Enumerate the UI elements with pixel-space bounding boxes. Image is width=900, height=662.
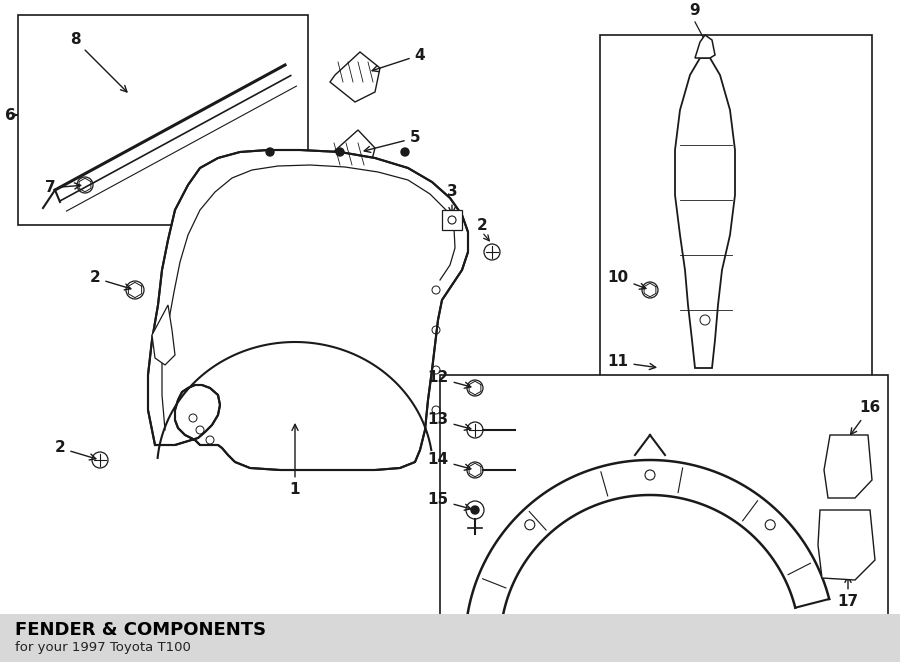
Circle shape bbox=[266, 148, 274, 156]
Polygon shape bbox=[148, 150, 468, 470]
Text: 9: 9 bbox=[689, 3, 700, 18]
Polygon shape bbox=[824, 435, 872, 498]
Polygon shape bbox=[818, 510, 875, 580]
Circle shape bbox=[471, 506, 479, 514]
Bar bbox=[440, 375, 888, 645]
Text: 14: 14 bbox=[428, 453, 471, 470]
Bar bbox=[600, 35, 872, 390]
Polygon shape bbox=[695, 35, 715, 58]
Text: 6: 6 bbox=[5, 107, 16, 122]
Text: 7: 7 bbox=[45, 181, 81, 195]
Bar bbox=[442, 210, 462, 230]
Text: 10: 10 bbox=[608, 271, 646, 289]
Text: 11: 11 bbox=[608, 354, 656, 369]
Polygon shape bbox=[330, 52, 380, 102]
Text: for your 1997 Toyota T100: for your 1997 Toyota T100 bbox=[15, 641, 191, 655]
Polygon shape bbox=[675, 58, 735, 368]
Text: 1: 1 bbox=[290, 424, 301, 498]
Text: 13: 13 bbox=[428, 412, 471, 430]
Text: 2: 2 bbox=[55, 440, 96, 460]
Circle shape bbox=[336, 148, 344, 156]
Text: 3: 3 bbox=[446, 185, 457, 214]
Text: 8: 8 bbox=[69, 32, 127, 92]
Text: 17: 17 bbox=[837, 577, 859, 610]
Text: 12: 12 bbox=[428, 371, 471, 388]
Text: 5: 5 bbox=[364, 130, 420, 152]
Text: 2: 2 bbox=[477, 218, 488, 232]
Text: 2: 2 bbox=[90, 271, 130, 290]
Circle shape bbox=[401, 148, 409, 156]
Polygon shape bbox=[152, 305, 175, 365]
Text: 4: 4 bbox=[372, 48, 426, 71]
Text: 15: 15 bbox=[428, 493, 471, 510]
Text: FENDER & COMPONENTS: FENDER & COMPONENTS bbox=[15, 621, 266, 639]
Polygon shape bbox=[322, 130, 375, 188]
Text: 16: 16 bbox=[850, 401, 880, 434]
Bar bbox=[0, 614, 900, 662]
Bar bbox=[18, 15, 308, 225]
